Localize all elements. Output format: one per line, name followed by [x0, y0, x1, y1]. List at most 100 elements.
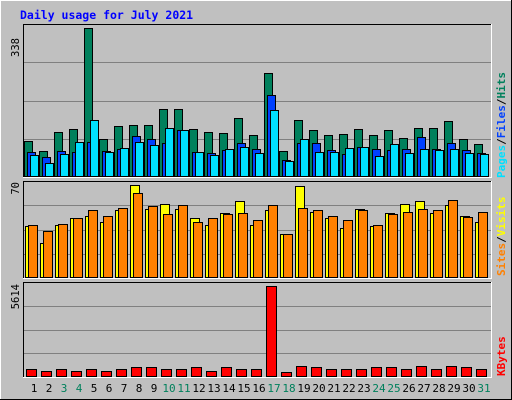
bar-pages — [225, 149, 234, 177]
bar-kbytes — [146, 367, 157, 377]
bar-kbytes — [71, 371, 82, 377]
bar-sites — [388, 214, 398, 278]
bar-kbytes — [281, 372, 292, 377]
bar-kbytes — [296, 366, 307, 377]
bar-pages — [30, 155, 39, 177]
x-tick-label: 14 — [222, 382, 236, 395]
bar-sites — [358, 210, 368, 278]
bar-pages — [435, 150, 444, 177]
bar-kbytes — [176, 369, 187, 377]
bar-sites — [88, 210, 98, 278]
bar-pages — [330, 152, 339, 177]
bar-sites — [223, 214, 233, 278]
plot-panel — [23, 282, 491, 377]
x-tick-label: 11 — [177, 382, 190, 395]
bar-kbytes — [416, 366, 427, 377]
x-tick-label: 31 — [477, 382, 490, 395]
bar-kbytes — [161, 369, 172, 377]
bar-kbytes — [86, 369, 97, 377]
x-tick-label: 17 — [267, 382, 280, 395]
bar-kbytes — [386, 367, 397, 377]
bar-kbytes — [116, 369, 127, 377]
bar-pages — [390, 144, 399, 177]
x-tick-label: 4 — [76, 382, 83, 395]
x-tick-label: 21 — [327, 382, 340, 395]
y-max-label-hits: 338 — [10, 38, 22, 57]
bar-pages — [210, 155, 219, 177]
legend-hits: Hits — [495, 72, 508, 99]
bar-pages — [375, 156, 384, 177]
bar-pages — [450, 149, 459, 177]
x-tick-label: 15 — [237, 382, 250, 395]
x-tick-label: 28 — [432, 382, 445, 395]
bar-sites — [193, 222, 203, 278]
bar-sites — [253, 220, 263, 278]
x-tick-label: 16 — [252, 382, 265, 395]
x-tick-label: 5 — [91, 382, 98, 395]
bar-kbytes — [311, 367, 322, 377]
bar-sites — [373, 225, 383, 278]
legend-pages: Pages — [495, 145, 508, 178]
bar-sites — [103, 216, 113, 278]
bar-sites — [313, 210, 323, 278]
bar-sites — [163, 214, 173, 278]
bar-sites — [328, 216, 338, 278]
x-tick-label: 29 — [447, 382, 460, 395]
bar-pages — [300, 139, 309, 177]
bar-sites — [268, 205, 278, 278]
legend-separator: / — [495, 98, 508, 105]
bar-sites — [283, 234, 293, 278]
bar-kbytes — [356, 369, 367, 377]
bar-pages — [420, 149, 429, 177]
bar-pages — [285, 161, 294, 177]
bar-pages — [315, 152, 324, 177]
bar-pages — [165, 128, 174, 177]
bar-sites — [208, 218, 218, 278]
bar-sites — [478, 212, 488, 278]
bar-sites — [43, 231, 53, 278]
bar-pages — [195, 152, 204, 177]
bar-pages — [240, 147, 249, 177]
bar-kbytes — [251, 369, 262, 377]
bar-sites — [298, 208, 308, 278]
x-tick-label: 19 — [297, 382, 310, 395]
x-tick-label: 24 — [372, 382, 386, 395]
sites-visits-bars — [25, 185, 488, 278]
bar-sites — [133, 193, 143, 278]
x-tick-label: 30 — [462, 382, 475, 395]
x-tick-label: 7 — [121, 382, 128, 395]
bar-sites — [58, 224, 68, 278]
bar-sites — [448, 200, 458, 278]
bar-pages — [120, 148, 129, 177]
x-tick-label: 18 — [282, 382, 295, 395]
bar-kbytes — [26, 369, 37, 377]
bar-sites — [118, 208, 128, 278]
legend-separator: / — [495, 236, 508, 243]
bar-sites — [403, 212, 413, 278]
chart-title: Daily usage for July 2021 — [20, 8, 193, 22]
x-tick-label: 9 — [151, 382, 158, 395]
bar-pages — [465, 153, 474, 177]
bar-kbytes — [221, 367, 232, 377]
x-tick-label: 22 — [342, 382, 355, 395]
x-tick-label: 2 — [46, 382, 53, 395]
x-axis-day-labels: 1 2 3 4 5 6 7 8 9 10 11 12 13 14 15 16 17 18 19 20 21 22 23 24 2… — [31, 382, 491, 395]
legend-sites-visits: Sites/Visits — [495, 197, 508, 277]
bar-sites — [178, 205, 188, 278]
legend-kbytes: KBytes — [495, 336, 508, 376]
bar-sites — [148, 206, 158, 278]
bar-kbytes — [446, 366, 457, 377]
bar-kbytes — [326, 369, 337, 377]
bar-pages — [255, 153, 264, 177]
bar-kbytes — [431, 369, 442, 377]
bar-pages — [45, 163, 54, 177]
bar-pages — [75, 142, 84, 177]
x-tick-label: 3 — [61, 382, 68, 395]
bar-kbytes — [266, 286, 277, 377]
bar-kbytes — [41, 371, 52, 377]
bar-kbytes — [206, 371, 217, 377]
bar-kbytes — [371, 367, 382, 377]
legend-files: Files — [495, 105, 508, 138]
legend-hits-files-pages: Pages/Files/Hits — [495, 72, 508, 178]
x-tick-label: 13 — [207, 382, 220, 395]
